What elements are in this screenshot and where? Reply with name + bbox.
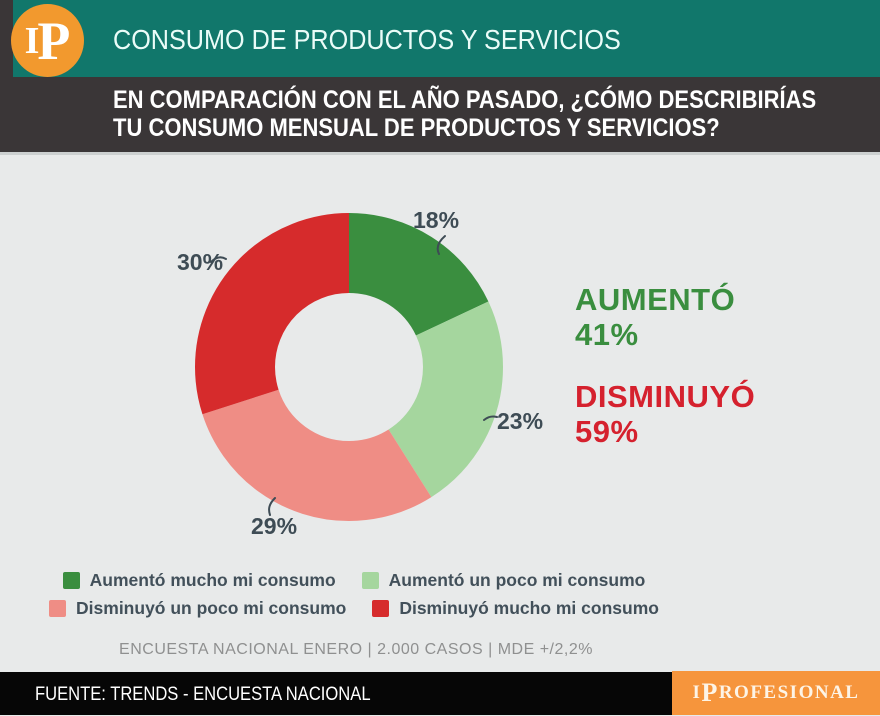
increase-value: 41% <box>575 317 639 352</box>
page-title: CONSUMO DE PRODUCTOS Y SERVICIOS <box>113 24 621 55</box>
legend-item: Disminuyó un poco mi consumo <box>49 598 346 619</box>
donut-segment-29% <box>195 213 503 521</box>
legend-item: Aumentó mucho mi consumo <box>62 569 336 591</box>
donut-chart <box>195 213 503 521</box>
legend-label: Disminuyó mucho mi consumo <box>399 597 659 618</box>
legend-swatch <box>62 571 80 589</box>
decrease-label: DISMINUYÓ <box>575 379 756 414</box>
brand-letter-i: I <box>692 682 702 703</box>
source-text: FUENTE: TRENDS - ENCUESTA NACIONAL <box>35 683 371 705</box>
leader-line-18 <box>436 235 446 255</box>
slice-label-18: 18% <box>413 207 460 233</box>
brand-block: I P ROFESIONAL <box>672 671 880 715</box>
ip-logo: I P <box>11 4 84 77</box>
brand-rest: ROFESIONAL <box>718 682 860 703</box>
slice-label-23: 23% <box>497 408 544 434</box>
slice-label-29: 29% <box>251 513 298 539</box>
leader-line-30 <box>210 256 227 263</box>
question-bar <box>0 77 880 152</box>
decrease-value: 59% <box>575 414 639 449</box>
legend-label: Aumentó mucho mi consumo <box>89 569 336 590</box>
question-text: EN COMPARACIÓN CON EL AÑO PASADO, ¿CÓMO … <box>113 86 816 142</box>
question-line-1: EN COMPARACIÓN CON EL AÑO PASADO, ¿CÓMO … <box>113 86 817 114</box>
header-bar <box>13 0 880 77</box>
survey-footnote: ENCUESTA NACIONAL ENERO | 2.000 CASOS | … <box>119 641 593 658</box>
increase-label: AUMENTÓ <box>575 282 736 317</box>
donut-segment-23% <box>195 213 503 521</box>
legend-item: Disminuyó mucho mi consumo <box>372 598 659 619</box>
legend-swatch <box>361 571 379 589</box>
legend-row-2: Disminuyó un poco mi consumo Disminuyó mu… <box>14 594 694 622</box>
logo-letter-p: P <box>37 10 71 71</box>
leader-line-23 <box>483 415 498 421</box>
chart-legend: Aumentó mucho mi consumo Aumentó un poco … <box>14 566 694 622</box>
donut-segment-30% <box>195 213 503 521</box>
legend-label: Disminuyó un poco mi consumo <box>76 597 347 618</box>
separator-line <box>0 152 880 155</box>
legend-swatch <box>372 599 390 617</box>
brand-letter-p: P <box>701 678 719 707</box>
logo-letter-i: I <box>24 19 40 62</box>
leader-line-29 <box>268 497 276 516</box>
question-line-2: TU CONSUMO MENSUAL DE PRODUCTOS Y SERVIC… <box>113 114 720 142</box>
legend-label: Aumentó un poco mi consumo <box>388 569 646 590</box>
legend-row-1: Aumentó mucho mi consumo Aumentó un poco … <box>14 566 694 594</box>
legend-swatch <box>49 599 67 617</box>
slice-label-30: 30% <box>177 249 224 275</box>
legend-item: Aumentó un poco mi consumo <box>361 569 646 591</box>
